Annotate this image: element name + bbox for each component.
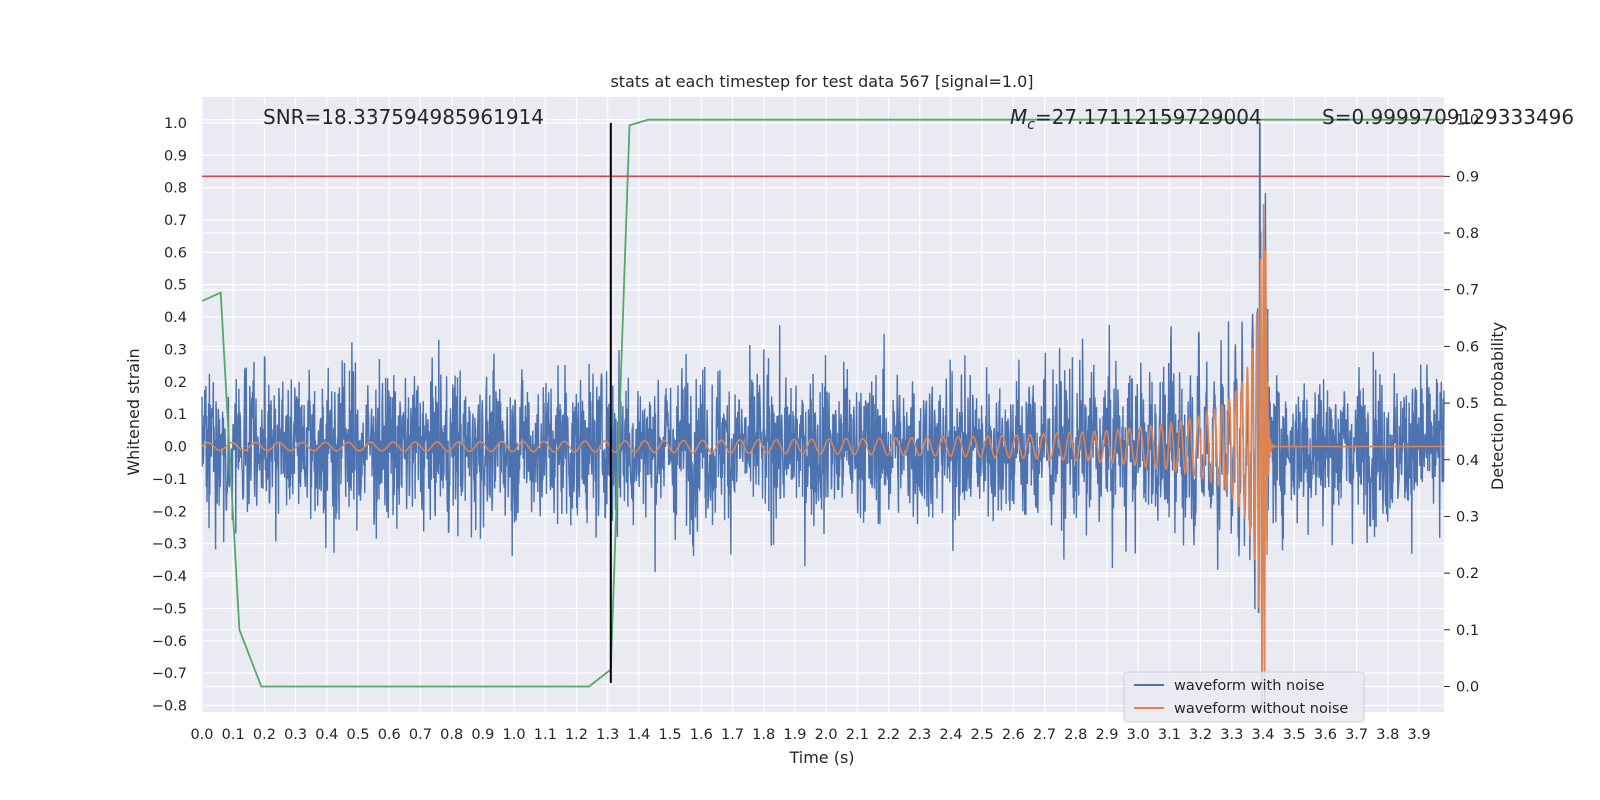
x-tick-label: 3.0 [1127, 727, 1150, 743]
y2-tick-label: 0.1 [1456, 623, 1479, 639]
y-tick-label: −0.2 [152, 504, 187, 520]
x-tick-label: 3.4 [1251, 727, 1274, 743]
x-tick-label: 3.8 [1376, 727, 1399, 743]
y2-tick-label: 0.0 [1456, 679, 1479, 695]
y-tick-label: −0.4 [152, 569, 187, 585]
y-tick-label: 0.1 [164, 407, 187, 423]
x-tick-label: 2.8 [1064, 727, 1087, 743]
y-tick-label: −0.6 [152, 634, 187, 650]
x-tick-label: 2.3 [908, 727, 931, 743]
s-annotation: S=0.9999709129333496 [1322, 105, 1574, 129]
chart-title: stats at each timestep for test data 567… [610, 72, 1033, 91]
y2-tick-label: 0.2 [1456, 566, 1479, 582]
ticks: 0.0 0.1 0.2 0.3 0.4 0.5 0.6 0.7 0.8 0.9 1.0 1.1 1.2 1… [152, 113, 1479, 743]
x-tick-label: 0.2 [253, 727, 276, 743]
x-tick-label: 3.9 [1408, 727, 1431, 743]
x-tick-label: 1.1 [534, 727, 557, 743]
legend: waveform with noise waveform without noi… [1123, 671, 1365, 723]
x-tick-label: 1.9 [783, 727, 806, 743]
y-tick-label: 0.4 [164, 310, 187, 326]
x-tick-label: 0.4 [315, 727, 338, 743]
legend-box [1123, 671, 1365, 723]
y-tick-label: −0.3 [152, 537, 187, 553]
y2-tick-label: 0.8 [1456, 226, 1479, 242]
x-tick-label: 2.2 [877, 727, 900, 743]
x-tick-label: 0.5 [346, 727, 369, 743]
y-tick-label: 0.0 [164, 440, 187, 456]
y-tick-label: 1.0 [164, 116, 187, 132]
x-tick-label: 1.2 [565, 727, 588, 743]
line-detection-probability [201, 118, 1444, 688]
x-tick-label: 3.6 [1314, 727, 1337, 743]
legend-label-noise: waveform with noise [1174, 678, 1325, 694]
snr-annotation: SNR=18.337594985961914 [263, 105, 544, 129]
y2-tick-label: 0.7 [1456, 283, 1479, 299]
x-tick-label: 0.3 [284, 727, 307, 743]
y-tick-label: −0.1 [152, 472, 187, 488]
y-tick-label: −0.8 [152, 699, 187, 715]
y-tick-label: 0.7 [164, 213, 187, 229]
x-tick-label: 3.1 [1158, 727, 1181, 743]
mc-subscript: c [1027, 117, 1035, 133]
y2-tick-label: 0.3 [1456, 509, 1479, 525]
y-tick-label: 0.5 [164, 278, 187, 294]
y-tick-label: 0.3 [164, 342, 187, 358]
x-tick-label: 2.7 [1033, 727, 1056, 743]
y-tick-label: −0.5 [152, 601, 187, 617]
y2-tick-label: 0.6 [1456, 339, 1479, 355]
x-tick-label: 2.5 [971, 727, 994, 743]
x-tick-label: 0.9 [471, 727, 494, 743]
x-tick-label: 1.6 [690, 727, 713, 743]
x-tick-label: 2.6 [1002, 727, 1025, 743]
x-tick-label: 3.5 [1283, 727, 1306, 743]
x-tick-label: 2.0 [815, 727, 838, 743]
series-waveform-without-noise [201, 203, 1444, 690]
x-tick-label: 1.4 [627, 727, 650, 743]
x-tick-label: 0.8 [440, 727, 463, 743]
x-tick-label: 0.7 [409, 727, 432, 743]
x-tick-label: 1.0 [503, 727, 526, 743]
y-tick-label: 0.8 [164, 181, 187, 197]
y-axis-label: Whitened strain [124, 348, 143, 475]
x-axis-label: Time (s) [788, 748, 854, 767]
x-tick-label: 0.0 [190, 727, 213, 743]
x-tick-label: 1.5 [659, 727, 682, 743]
y2-tick-label: 0.5 [1456, 396, 1479, 412]
y2-tick-label: 1.0 [1456, 113, 1479, 129]
y-tick-label: 0.2 [164, 375, 187, 391]
mc-annotation: Mc=27.17112159729004 [1010, 105, 1262, 133]
y-tick-label: −0.7 [152, 666, 187, 682]
x-tick-label: 3.7 [1345, 727, 1368, 743]
reference-lines [202, 122, 1444, 683]
x-tick-label: 1.3 [596, 727, 619, 743]
x-tick-label: 1.8 [752, 727, 775, 743]
x-tick-label: 0.6 [378, 727, 401, 743]
x-tick-label: 2.4 [939, 727, 962, 743]
mc-symbol: M [1010, 105, 1027, 129]
legend-label-clean: waveform without noise [1174, 701, 1348, 717]
mc-value: =27.17112159729004 [1035, 105, 1262, 129]
y-tick-label: 0.9 [164, 148, 187, 164]
x-tick-label: 1.7 [721, 727, 744, 743]
x-tick-label: 3.2 [1189, 727, 1212, 743]
x-tick-label: 2.9 [1095, 727, 1118, 743]
y-tick-label: 0.6 [164, 245, 187, 261]
y2-tick-label: 0.9 [1456, 169, 1479, 185]
x-tick-label: 0.1 [222, 727, 245, 743]
series-detection-probability [201, 118, 1444, 688]
x-tick-label: 2.1 [846, 727, 869, 743]
y2-axis-label: Detection probability [1488, 322, 1507, 490]
x-tick-label: 3.3 [1220, 727, 1243, 743]
y2-tick-label: 0.4 [1456, 453, 1479, 469]
line-waveform-without-noise [201, 203, 1444, 690]
